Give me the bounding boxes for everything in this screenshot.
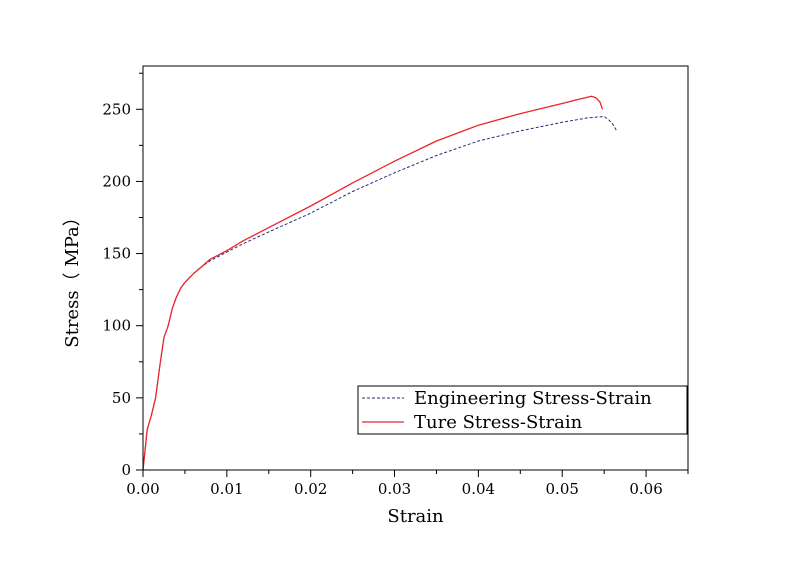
y-tick-label: 50 (112, 389, 131, 407)
x-tick-label: 0.01 (210, 480, 243, 498)
y-axis-ticks: 0 50 100 150 200 250 (102, 72, 143, 479)
legend-box (357, 385, 688, 435)
y-tick-label: 100 (102, 317, 131, 335)
y-tick-label: 0 (121, 461, 131, 479)
legend: Engineering Stress-Strain Ture Stress-St… (357, 385, 688, 435)
y-tick-label: 150 (102, 245, 131, 263)
legend-label-true: Ture Stress-Strain (414, 412, 583, 433)
x-tick-label: 0.05 (546, 480, 579, 498)
true-stress-strain-line (142, 95, 604, 471)
y-tick-label: 250 (102, 100, 131, 118)
engineering-stress-strain-line (142, 116, 618, 471)
y-axis-label: Stress（ MPa） (62, 208, 83, 347)
x-tick-label: 0.06 (629, 480, 662, 498)
x-tick-label: 0.03 (378, 480, 411, 498)
legend-label-engineering: Engineering Stress-Strain (414, 388, 652, 409)
y-tick-label: 200 (102, 172, 131, 190)
x-tick-label: 0.00 (126, 480, 159, 498)
x-tick-label: 0.02 (294, 480, 327, 498)
x-tick-label: 0.04 (462, 480, 495, 498)
x-axis-label: Strain (387, 506, 444, 527)
x-axis-ticks: 0.00 0.01 0.02 0.03 0.04 0.05 0.06 (126, 470, 689, 498)
series-layer (142, 95, 618, 471)
plot-frame (142, 65, 689, 471)
